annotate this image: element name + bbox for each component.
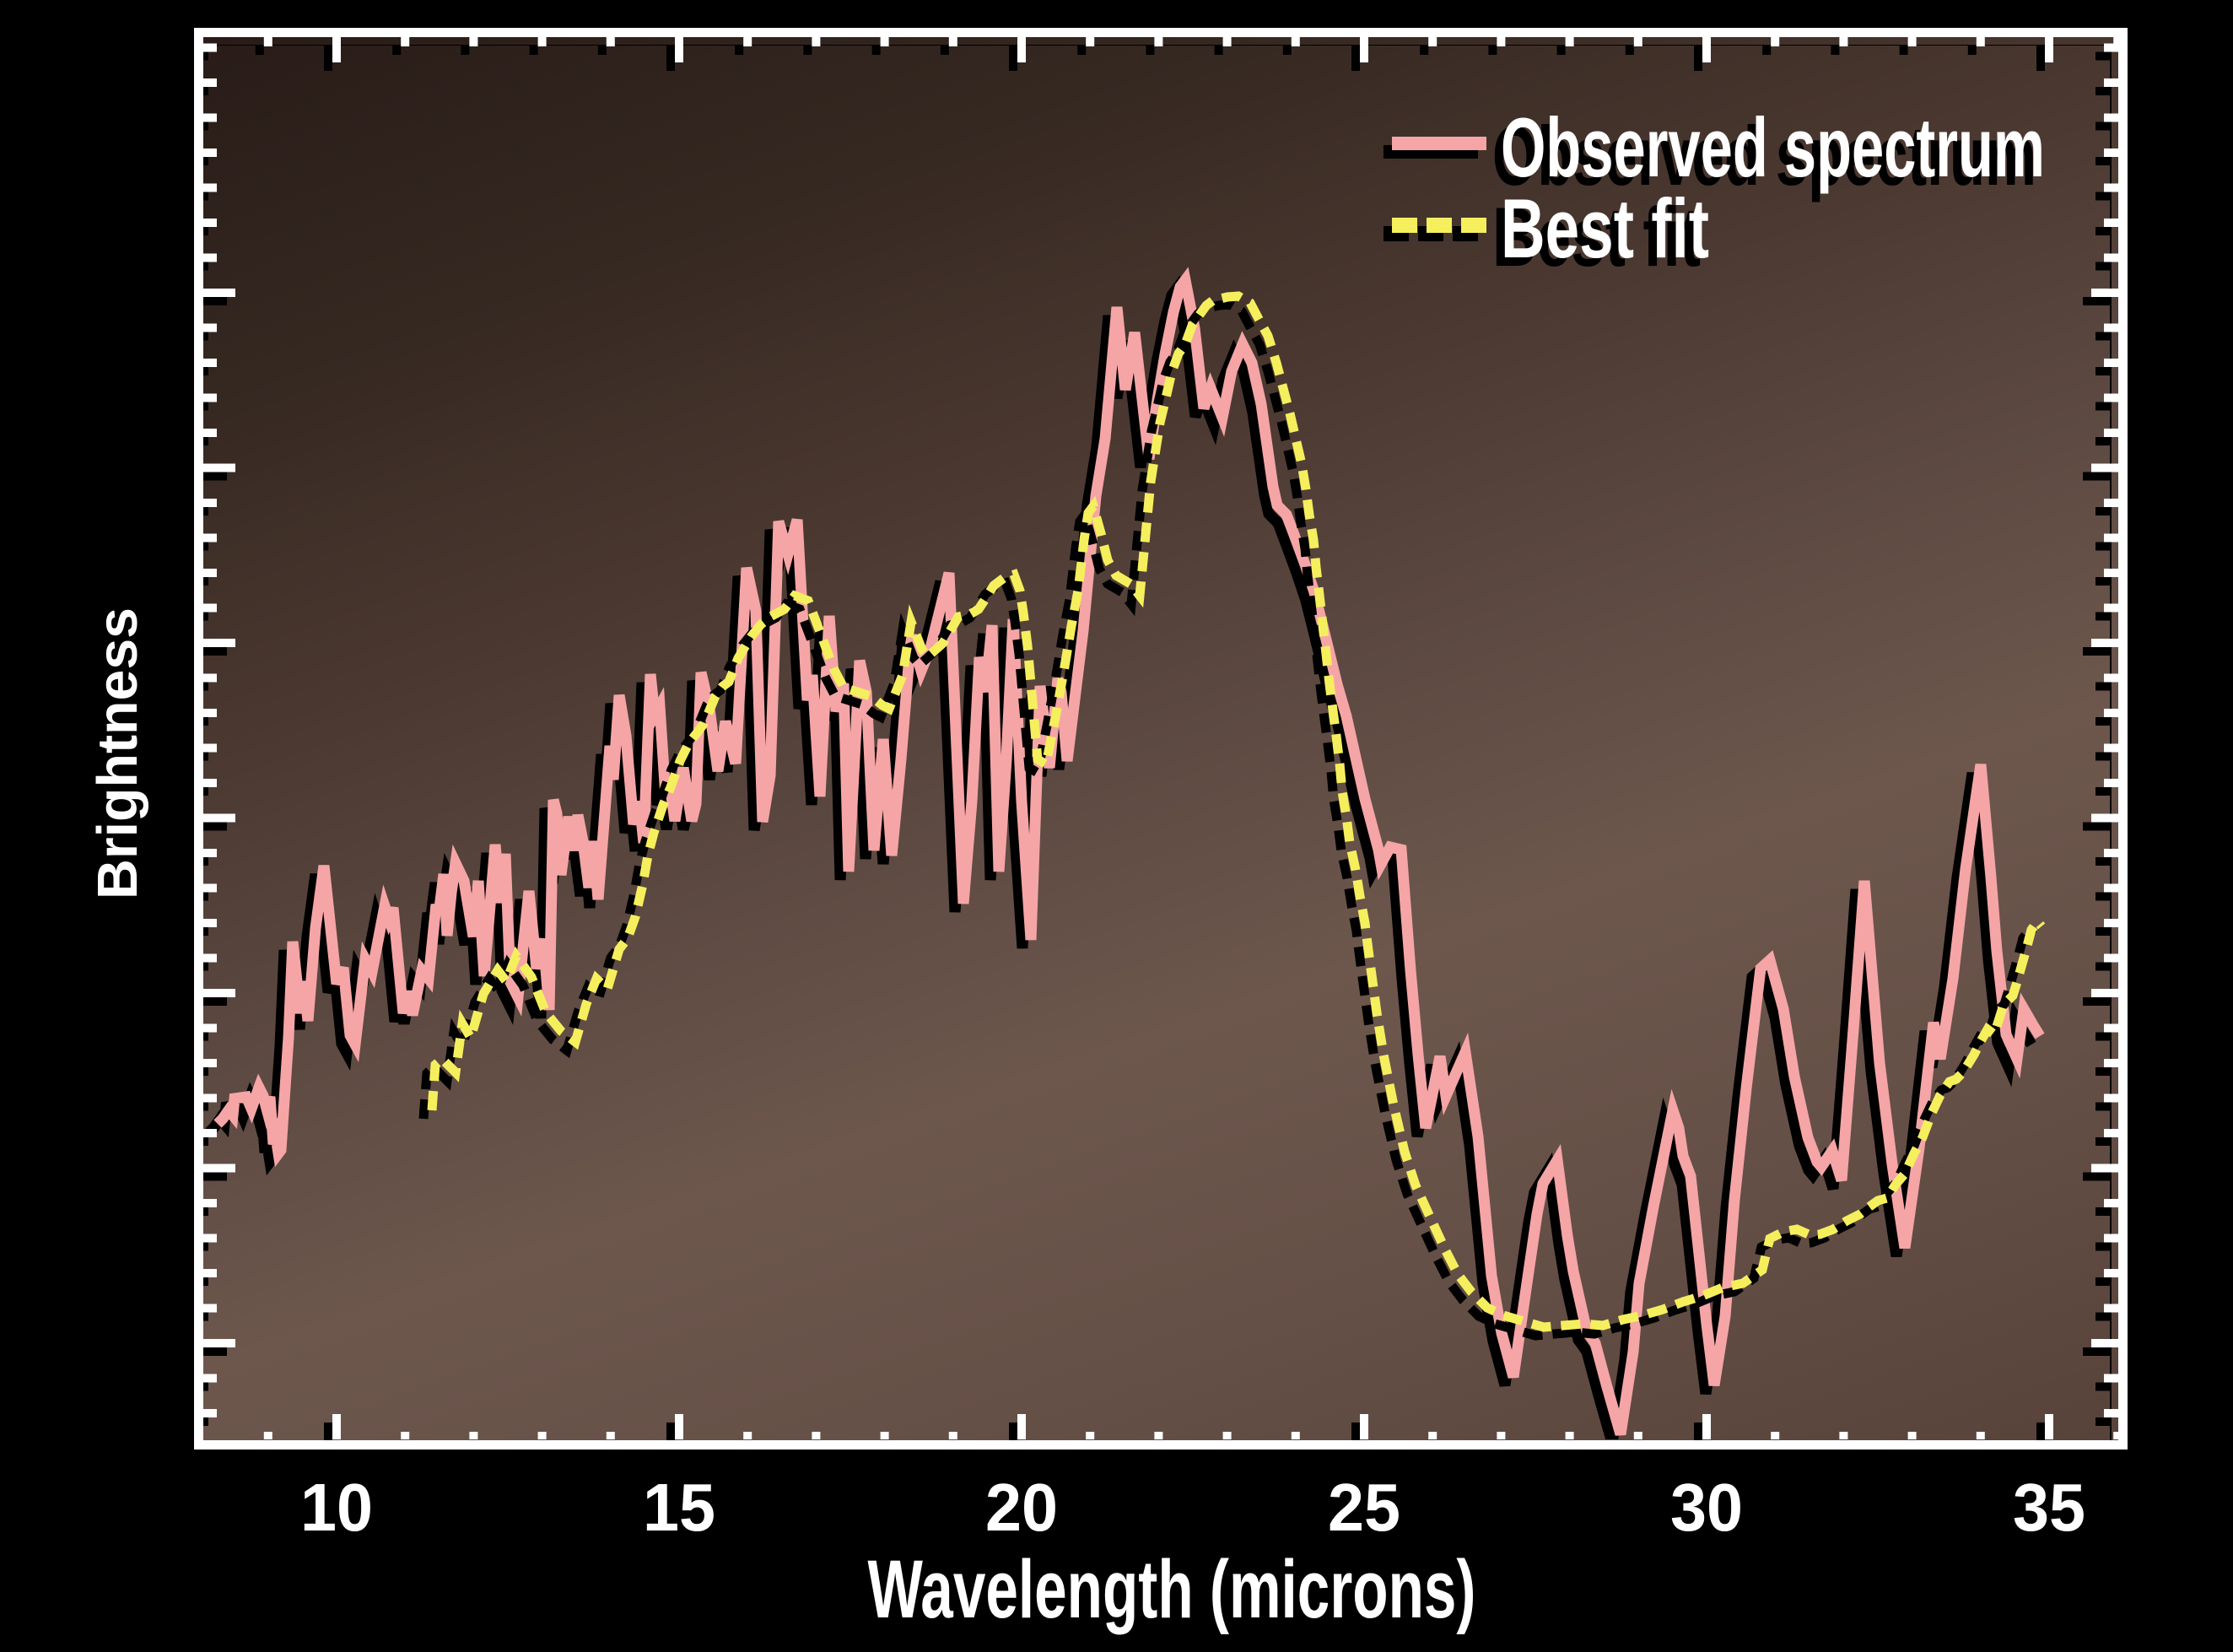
svg-text:Best fit: Best fit xyxy=(1501,181,1709,275)
svg-text:Best fit: Best fit xyxy=(1492,190,1701,283)
svg-text:15: 15 xyxy=(643,1470,715,1545)
svg-text:20: 20 xyxy=(985,1470,1058,1545)
svg-text:30: 30 xyxy=(1670,1470,1743,1545)
svg-text:35: 35 xyxy=(2013,1470,2085,1545)
svg-text:Brightness: Brightness xyxy=(86,607,149,899)
svg-text:Observed spectrum: Observed spectrum xyxy=(1501,100,2045,194)
svg-text:10: 10 xyxy=(300,1470,373,1545)
svg-text:Wavelength (microns): Wavelength (microns) xyxy=(868,1543,1476,1635)
svg-text:Observed spectrum: Observed spectrum xyxy=(1492,109,2036,202)
svg-text:25: 25 xyxy=(1328,1470,1400,1545)
